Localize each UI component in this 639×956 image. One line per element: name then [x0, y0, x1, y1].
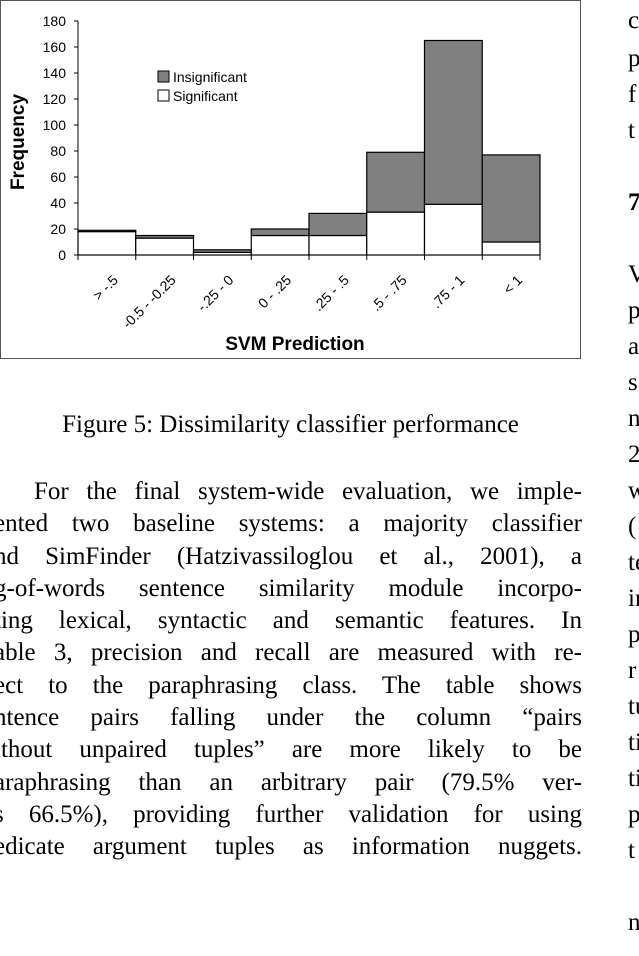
y-tick-label: 160 [43, 39, 67, 55]
y-tick-label: 20 [50, 221, 66, 237]
right-column-fragment: t [628, 837, 635, 864]
y-tick-label: 40 [50, 195, 66, 211]
text-line: ntence pairs falling under the column “p… [0, 704, 582, 732]
right-column-fragment: ( [628, 513, 637, 540]
x-tick-label: 0 - .25 [255, 272, 295, 312]
text-line: ented two baseline systems: a majority c… [0, 510, 582, 538]
bar-significant-6 [423, 203, 483, 256]
legend-label-significant: Significant [173, 88, 238, 104]
right-column-fragment: t [628, 117, 635, 144]
text-line: edicate argument tuples as information n… [0, 833, 582, 861]
right-column-fragment: ti [628, 729, 639, 756]
right-column-fragment: a [628, 333, 639, 360]
text-line: araphrasing than an arbitrary pair (79.5… [0, 768, 582, 796]
right-column-fragment: 2 [628, 441, 639, 468]
body-paragraph: For the final system-wide evaluation, we… [0, 476, 582, 956]
bar-insignificant-7 [481, 154, 541, 243]
right-column-fragment: in [628, 585, 639, 612]
y-tick-label: 100 [43, 117, 67, 133]
x-tick-label: .75 - 1 [428, 272, 468, 312]
right-column-fragment: w [628, 477, 639, 504]
bar-insignificant-3 [250, 228, 310, 237]
bar-significant-0 [77, 231, 137, 256]
right-column-fragment: r [628, 657, 637, 684]
bar-insignificant-4 [308, 212, 368, 237]
right-column-fragment: tu [628, 693, 639, 720]
stacked-bar-chart: 0 20 40 60 80 100 120 140 160 180 > -.5-0.5 - -0.2… [8, 13, 541, 355]
figure-caption: Figure 5: Dissimilarity classifier perfo… [62, 411, 519, 438]
right-column-fragment: s [628, 369, 638, 396]
y-tick-label: 180 [43, 13, 67, 29]
text-line: nd SimFinder (Hatzivassiloglou et al., 2… [0, 542, 582, 570]
y-tick-label: 120 [43, 91, 67, 107]
right-column-fragment: te [628, 549, 639, 576]
right-column-fragment: p [628, 297, 639, 324]
text-line: ect to the paraphrasing class. The table… [0, 671, 582, 699]
bar-insignificant-6 [423, 39, 483, 205]
bar-insignificant-5 [366, 151, 426, 213]
x-axis-title: SVM Prediction [225, 334, 364, 355]
bar-insignificant-1 [135, 234, 195, 239]
right-column-fragment: p [628, 801, 639, 828]
y-tick-label: 60 [50, 169, 66, 185]
legend-swatch-insignificant [157, 70, 170, 83]
right-column-fragment: n [628, 405, 639, 432]
bar-insignificant-0 [77, 229, 137, 233]
right-column-fragment: n [628, 909, 639, 936]
bar-significant-5 [366, 211, 426, 256]
text-line: g-of-words sentence similarity module in… [0, 574, 582, 602]
right-column-fragment: 7 [628, 189, 639, 216]
text-line: For the final system-wide evaluation, we… [34, 478, 582, 505]
x-tick-label: .5 - .75 [368, 272, 410, 314]
right-column-fragment: c [628, 7, 639, 34]
bar-significant-3 [250, 234, 310, 256]
bar-significant-4 [308, 234, 368, 256]
right-column-fragment: p [628, 621, 639, 648]
right-column-fragment: p [628, 45, 639, 72]
y-tick-label: 80 [50, 143, 66, 159]
text-line: s 66.5%), providing further validation f… [0, 800, 582, 828]
y-tick-label: 140 [43, 65, 67, 81]
right-column-fragment: V [628, 261, 639, 288]
legend-box [155, 64, 271, 110]
legend-label-insignificant: Insignificant [173, 69, 247, 85]
text-line: ting lexical, syntactic and semantic fea… [0, 607, 582, 635]
bar-significant-7 [481, 241, 541, 256]
right-column-fragment: ti [628, 765, 639, 792]
y-tick-label: 0 [58, 247, 66, 263]
bar-insignificant-2 [192, 249, 252, 254]
x-tick-label: .25 - .5 [310, 272, 352, 314]
text-line: ithout unpaired tuples” are more likely … [0, 736, 582, 764]
x-tick-label: < 1 [500, 272, 526, 298]
bar-significant-1 [135, 237, 195, 256]
y-axis-title: Frequency [8, 94, 29, 191]
x-tick-label: -.25 - 0 [194, 272, 237, 315]
x-tick-label: > -.5 [90, 272, 122, 304]
text-line: able 3, precision and recall are measure… [0, 639, 582, 667]
right-column-fragment: f [628, 81, 637, 108]
x-tick-label: -0.5 - -0.25 [119, 272, 179, 332]
legend-swatch-significant [157, 89, 170, 102]
